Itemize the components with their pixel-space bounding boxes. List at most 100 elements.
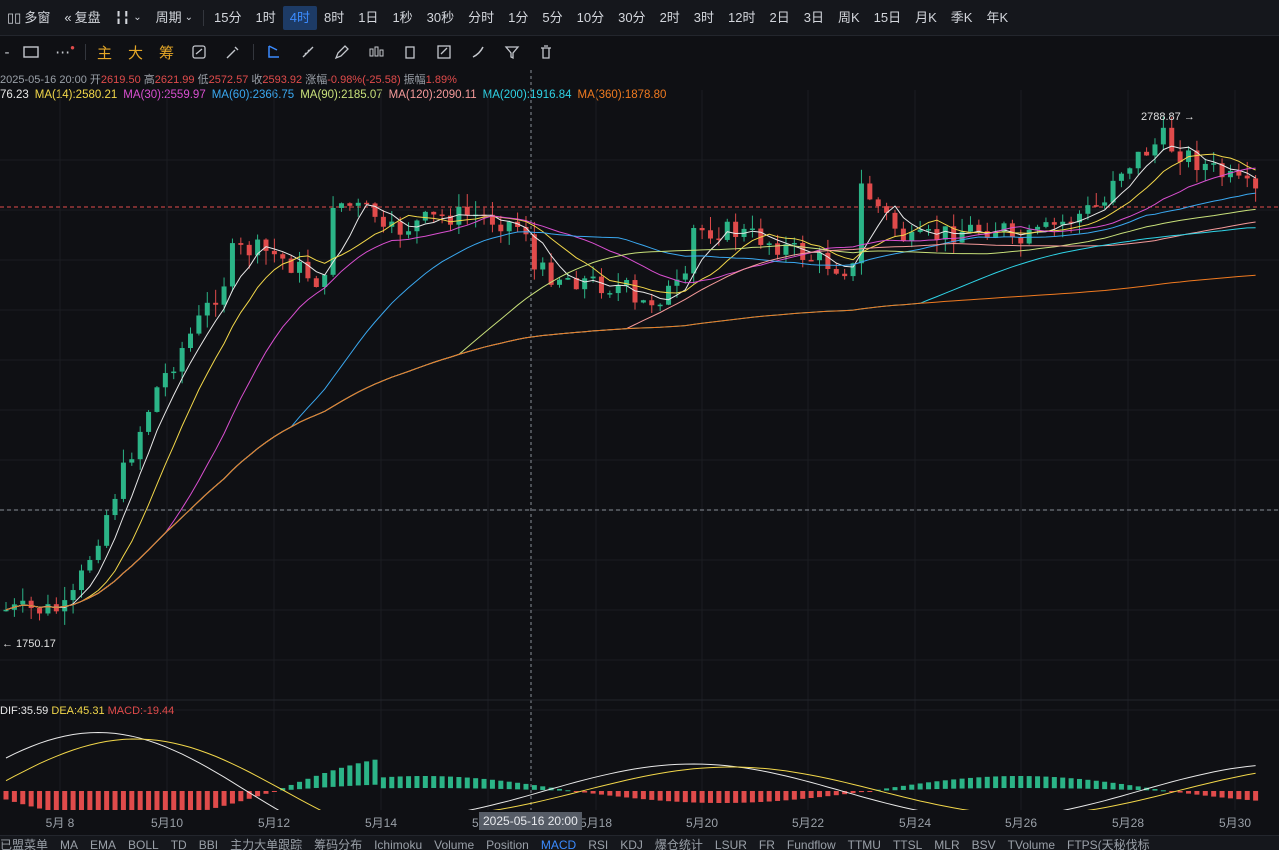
macd-bar — [70, 791, 76, 810]
price-chart[interactable]: 2788.87 → ← 1750.17 — [0, 70, 1279, 810]
magnet-icon[interactable] — [461, 38, 495, 66]
interval-tab[interactable]: 年K — [986, 9, 1009, 25]
chevron-down-icon: ⌄ — [184, 11, 194, 23]
indicator-tab[interactable]: MACD — [540, 838, 577, 850]
interval-tab[interactable]: 2时 — [659, 9, 680, 25]
candle-body — [598, 276, 604, 294]
candle-body — [1102, 202, 1108, 206]
indicator-tab[interactable]: BOLL — [128, 838, 159, 850]
interval-tab[interactable]: 15日 — [873, 9, 902, 25]
indicator-tab[interactable]: 爆仓统计 — [654, 838, 703, 850]
macd-bar — [255, 791, 261, 797]
interval-tab[interactable]: 月K — [915, 9, 937, 25]
indicator-tab[interactable]: 筹码分布 — [314, 838, 363, 850]
trash-icon[interactable] — [529, 38, 563, 66]
macd-bar — [632, 791, 638, 799]
indicator-tab[interactable]: EMA — [90, 838, 117, 850]
indicator-tab[interactable]: FR — [758, 838, 775, 850]
ma-legend-item: MA(14):2580.21 — [34, 89, 118, 101]
period-dropdown[interactable]: 周期 ⌄ — [149, 6, 200, 30]
tools-icon[interactable] — [216, 38, 250, 66]
interval-tab[interactable]: 分时 — [468, 9, 495, 25]
filter-icon[interactable] — [495, 38, 529, 66]
window-icon[interactable] — [14, 38, 48, 66]
indicator-tab[interactable]: RSI — [588, 838, 609, 850]
candle-body — [1068, 221, 1074, 224]
chart-type-button[interactable]: ╏╏ ⌄ — [108, 6, 149, 30]
interval-tab[interactable]: 1分 — [508, 9, 529, 25]
interval-tab[interactable]: 季K — [950, 9, 973, 25]
candle-body — [498, 224, 504, 232]
interval-tab[interactable]: 1秒 — [392, 9, 413, 25]
macd-bar — [984, 776, 990, 789]
indicator-tab[interactable]: TTSL — [892, 838, 923, 850]
interval-tab[interactable]: 3日 — [803, 9, 824, 25]
info-date: 2025-05-16 20:00 — [0, 74, 87, 86]
indicator-tab[interactable]: BBI — [198, 838, 219, 850]
indicator-tab[interactable]: Fundflow — [786, 838, 836, 850]
macd-bar — [666, 791, 672, 802]
interval-tab[interactable]: 30分 — [618, 9, 646, 25]
interval-tab[interactable]: 15分 — [214, 9, 242, 25]
macd-bar — [1211, 791, 1217, 797]
indicator-tab[interactable]: Volume — [434, 838, 475, 850]
macd-bar — [523, 783, 529, 790]
candle-body — [146, 411, 152, 432]
macd-bar — [842, 791, 848, 795]
indicator-tab[interactable]: 已盟菜单 — [0, 838, 49, 850]
copy-icon[interactable] — [393, 38, 427, 66]
candle-body — [129, 459, 135, 463]
candle-body — [364, 202, 370, 205]
macd-bar — [959, 778, 965, 789]
indicator-tab[interactable]: MA — [60, 838, 79, 850]
macd-bar — [229, 791, 235, 804]
cursor-icon[interactable] — [257, 38, 291, 66]
chip-button[interactable]: 筹 — [158, 44, 174, 62]
candles-tool-icon[interactable] — [359, 38, 393, 66]
indicator-tab[interactable]: LSUR — [714, 838, 747, 850]
candle-body — [229, 243, 235, 287]
macd-bar — [431, 776, 437, 789]
interval-tab[interactable]: 1时 — [255, 9, 276, 25]
indicator-tab[interactable]: FTPS(天秘伐标 — [1067, 838, 1150, 850]
indicator-tab[interactable]: 主力大单跟踪 — [230, 838, 303, 850]
interval-tab[interactable]: 8时 — [323, 9, 345, 25]
replay-button[interactable]: « 复盘 — [57, 6, 107, 30]
interval-tab[interactable]: 5分 — [542, 9, 563, 25]
interval-tab[interactable]: 周K — [837, 9, 860, 25]
more-icon[interactable]: ⋯ ● — [55, 42, 75, 62]
indicator-tab[interactable]: Position — [486, 838, 529, 850]
indicator-tab[interactable]: Ichimoku — [374, 838, 423, 850]
ruler-icon[interactable] — [291, 38, 325, 66]
indicator-tab[interactable]: MLR — [934, 838, 960, 850]
macd-bar — [817, 791, 823, 798]
main-indicator-button[interactable]: 主 — [96, 44, 112, 62]
multi-window-button[interactable]: ▯▯ 多窗 — [0, 6, 57, 30]
interval-tab[interactable]: 12时 — [728, 9, 756, 25]
indicator-tab[interactable]: TVolume — [1007, 838, 1056, 850]
indicator-tab[interactable]: KDJ — [620, 838, 643, 850]
macd-bar — [892, 787, 898, 791]
interval-tab[interactable]: 4时 — [282, 5, 317, 30]
candle-body — [1093, 205, 1099, 207]
macd-bar — [867, 791, 873, 792]
indicator-tab[interactable]: TD — [170, 838, 187, 850]
indicator-tab[interactable]: BSV — [971, 838, 996, 850]
big-order-button[interactable]: 大 — [127, 44, 143, 62]
pen-icon[interactable] — [325, 38, 359, 66]
interval-tab[interactable]: 10分 — [576, 9, 605, 25]
indicator-tab[interactable]: TTMU — [847, 838, 881, 850]
interval-tab[interactable]: 30秒 — [426, 9, 455, 25]
interval-tab[interactable]: 2日 — [769, 9, 790, 25]
macd-bar — [1009, 776, 1015, 789]
candle-body — [45, 604, 51, 614]
macd-bar — [758, 791, 764, 802]
interval-tab[interactable]: 3时 — [693, 9, 715, 25]
candle-body — [590, 276, 596, 279]
compare-icon[interactable] — [182, 38, 216, 66]
note-icon[interactable] — [427, 38, 461, 66]
macd-bar — [213, 791, 219, 808]
interval-tab[interactable]: 1日 — [358, 9, 379, 25]
minus-icon[interactable]: - — [4, 43, 10, 61]
candle-body — [154, 387, 160, 412]
